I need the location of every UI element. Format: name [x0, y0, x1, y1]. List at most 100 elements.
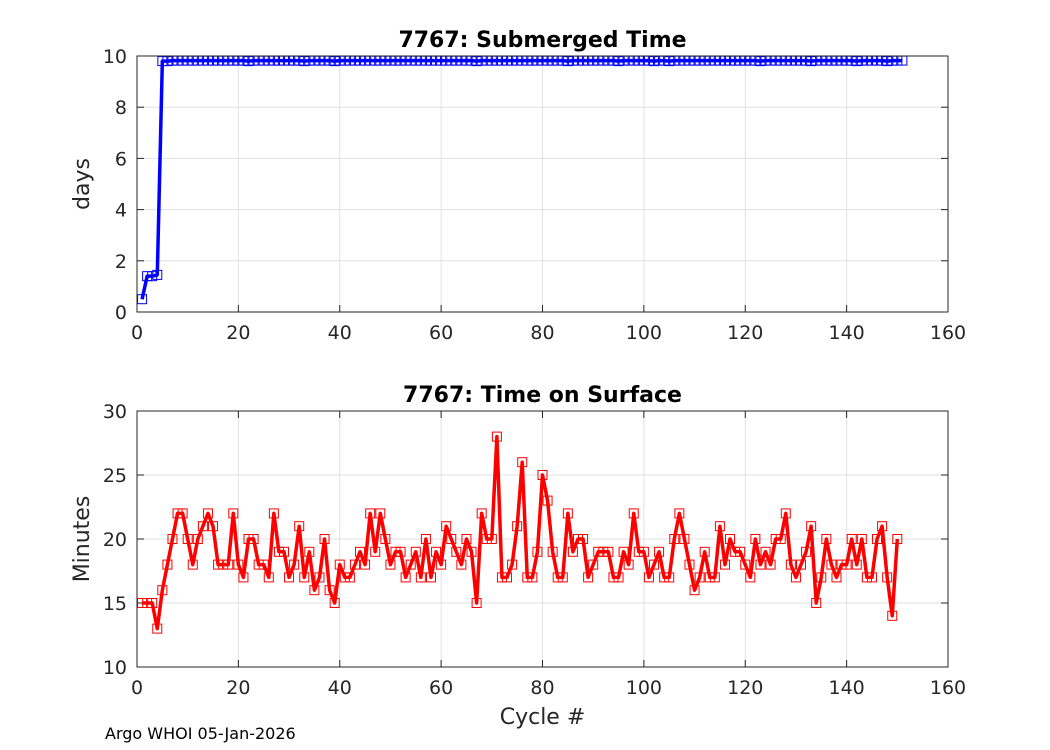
data-point-marker	[152, 269, 163, 280]
y-tick-label: 10	[103, 46, 127, 68]
data-point-marker	[674, 508, 685, 519]
data-point-marker	[243, 56, 254, 67]
data-point-marker	[456, 559, 467, 570]
data-point-marker	[258, 559, 269, 570]
data-point-marker	[679, 534, 690, 544]
data-point-marker	[420, 534, 431, 544]
y-tick-label: 4	[115, 200, 127, 222]
data-point-marker	[329, 56, 340, 67]
data-point-marker	[218, 559, 229, 570]
data-point-marker	[299, 56, 310, 67]
data-point-marker	[831, 572, 842, 583]
data-point-marker	[755, 56, 766, 67]
data-point-marker	[719, 559, 730, 570]
data-point-marker	[684, 559, 695, 570]
data-point-marker	[892, 534, 903, 544]
data-point-marker	[882, 572, 893, 583]
data-point-marker	[294, 521, 305, 532]
footer-credit: Argo WHOI 05-Jan-2026	[105, 724, 296, 743]
data-point-marker	[527, 572, 538, 583]
data-point-marker	[273, 546, 284, 557]
x-tick-label: 120	[727, 322, 763, 344]
data-point-marker	[557, 572, 568, 583]
data-point-marker	[355, 546, 366, 557]
data-point-marker	[664, 572, 675, 583]
submerged-time-chart: 0 20 40 60 80 100 120 140 160 0 2 4 6 8 10 7767: Submer…	[70, 28, 966, 344]
data-point-marker	[304, 546, 315, 557]
data-point-marker	[806, 521, 817, 532]
data-point-marker	[192, 534, 203, 544]
data-point-marker	[233, 559, 244, 570]
data-point-marker	[851, 56, 862, 67]
data-point-marker	[882, 56, 893, 67]
data-point-marker	[248, 534, 259, 544]
data-point-marker	[866, 572, 877, 583]
data-point-marker	[502, 572, 513, 583]
data-point-marker	[877, 521, 888, 532]
data-point-marker	[471, 56, 482, 67]
data-point-marker	[284, 572, 295, 583]
data-point-marker	[314, 572, 325, 583]
x-axis-label: Cycle #	[500, 705, 586, 730]
axes-box	[136, 55, 949, 313]
x-tick-label: 40	[328, 677, 352, 699]
data-point-marker	[289, 559, 300, 570]
data-point-marker	[344, 572, 355, 583]
data-point-marker	[395, 546, 406, 557]
data-point-marker	[142, 271, 153, 282]
data-point-marker	[694, 572, 705, 583]
data-point-marker	[182, 534, 193, 544]
data-point-marker	[613, 572, 624, 583]
data-point-marker	[775, 534, 786, 544]
y-tick-label: 0	[115, 302, 127, 324]
data-point-marker	[618, 546, 629, 557]
data-point-marker	[856, 534, 867, 544]
data-point-marker	[633, 546, 644, 557]
y-tick-label: 2	[115, 251, 127, 273]
chart-title: 7767: Submerged Time	[398, 28, 686, 53]
data-point-marker	[137, 294, 148, 305]
data-point-marker	[608, 572, 619, 583]
data-point-marker	[649, 56, 660, 67]
x-tick-label: 120	[727, 677, 763, 699]
data-point-marker	[603, 546, 614, 557]
data-point-marker	[441, 521, 452, 532]
data-point-marker	[714, 521, 725, 532]
x-tick-label: 100	[626, 677, 662, 699]
data-point-marker	[390, 546, 401, 557]
y-axis-label: days	[70, 158, 95, 210]
data-point-marker	[578, 534, 589, 544]
data-point-marker	[299, 572, 310, 583]
x-tick-label: 20	[226, 322, 250, 344]
data-point-marker	[593, 546, 604, 557]
data-point-marker	[770, 534, 781, 544]
data-point-marker	[709, 572, 720, 583]
data-point-marker	[375, 508, 386, 519]
data-point-marker	[598, 546, 609, 557]
data-point-marker	[436, 559, 447, 570]
x-tick-label: 60	[429, 322, 453, 344]
data-point-marker	[471, 598, 482, 608]
x-tick-label: 140	[828, 322, 864, 344]
data-point-marker	[496, 572, 507, 583]
data-point-marker	[643, 572, 654, 583]
data-point-marker	[253, 559, 264, 570]
data-point-marker	[512, 521, 523, 532]
x-tick-label: 80	[530, 677, 554, 699]
data-point-marker	[507, 559, 518, 570]
y-tick-label: 8	[115, 97, 127, 119]
data-point-marker	[142, 598, 153, 608]
x-tick-label: 140	[828, 677, 864, 699]
x-tick-label: 0	[131, 677, 143, 699]
data-point-marker	[887, 610, 898, 621]
data-point-marker	[562, 56, 573, 67]
data-point-marker	[466, 546, 477, 557]
data-point-marker	[197, 521, 208, 532]
data-point-marker	[410, 546, 421, 557]
data-point-marker	[613, 56, 624, 67]
y-tick-label: 25	[103, 465, 127, 487]
axes-box	[136, 410, 949, 668]
data-point-marker	[147, 598, 158, 608]
data-point-marker	[649, 559, 660, 570]
data-point-marker	[243, 534, 254, 544]
